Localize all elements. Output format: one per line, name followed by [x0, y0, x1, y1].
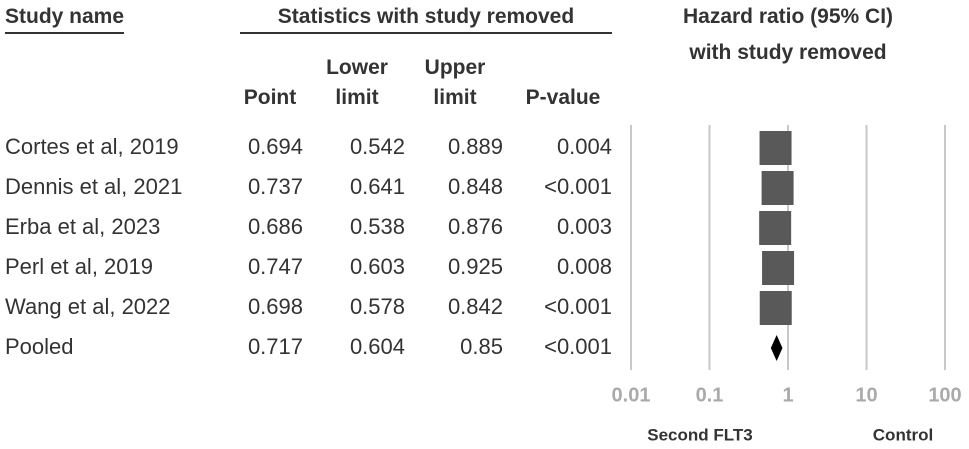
point-value: 0.694 [248, 134, 303, 159]
point-marker [759, 291, 792, 325]
x-tick-label: 10 [855, 384, 877, 406]
lower-value: 0.641 [350, 174, 405, 199]
point-value: 0.698 [248, 294, 303, 319]
upper-value: 0.889 [448, 134, 503, 159]
pooled-diamond [770, 335, 783, 361]
point-marker [762, 251, 795, 285]
upper-value: 0.842 [448, 294, 503, 319]
point-marker [761, 171, 794, 205]
p-value: <0.001 [544, 294, 612, 319]
study-name: Erba et al, 2023 [5, 214, 160, 239]
point-value: 0.737 [248, 174, 303, 199]
stats-header: Statistics with study removed [240, 2, 612, 34]
column-header: Point [243, 86, 297, 109]
axis-side-label: Control [873, 425, 933, 444]
study-name: Cortes et al, 2019 [5, 134, 179, 159]
study-name: Wang et al, 2022 [5, 294, 171, 319]
x-tick-label: 0.1 [696, 384, 724, 406]
p-value: 0.004 [557, 134, 612, 159]
p-value: 0.008 [557, 254, 612, 279]
study-name: Pooled [5, 334, 74, 359]
lower-value: 0.542 [350, 134, 405, 159]
upper-value: 0.876 [448, 214, 503, 239]
column-header: P-value [525, 86, 601, 109]
point-value: 0.686 [248, 214, 303, 239]
point-value: 0.717 [248, 334, 303, 359]
point-marker [759, 211, 792, 245]
x-tick-label: 0.01 [612, 384, 651, 406]
lower-value: 0.603 [350, 254, 405, 279]
p-value: 0.003 [557, 214, 612, 239]
lower-value: 0.604 [350, 334, 405, 359]
study-header: Study name [5, 2, 125, 34]
x-tick-label: 1 [782, 384, 793, 406]
p-value: <0.001 [544, 334, 612, 359]
upper-value: 0.925 [448, 254, 503, 279]
x-tick-label: 100 [928, 384, 961, 406]
upper-value: 0.85 [460, 334, 503, 359]
plot-title: Hazard ratio (95% CI) [682, 5, 894, 28]
column-header: Upper limit [424, 56, 486, 109]
point-marker [759, 131, 792, 165]
upper-value: 0.848 [448, 174, 503, 199]
lower-value: 0.578 [350, 294, 405, 319]
plot-title: with study removed [689, 41, 887, 64]
study-name: Perl et al, 2019 [5, 254, 153, 279]
study-name: Dennis et al, 2021 [5, 174, 182, 199]
point-value: 0.747 [248, 254, 303, 279]
lower-value: 0.538 [350, 214, 405, 239]
column-header: Lower limit [326, 56, 388, 109]
p-value: <0.001 [544, 174, 612, 199]
axis-side-label: Second FLT3 [647, 425, 752, 444]
